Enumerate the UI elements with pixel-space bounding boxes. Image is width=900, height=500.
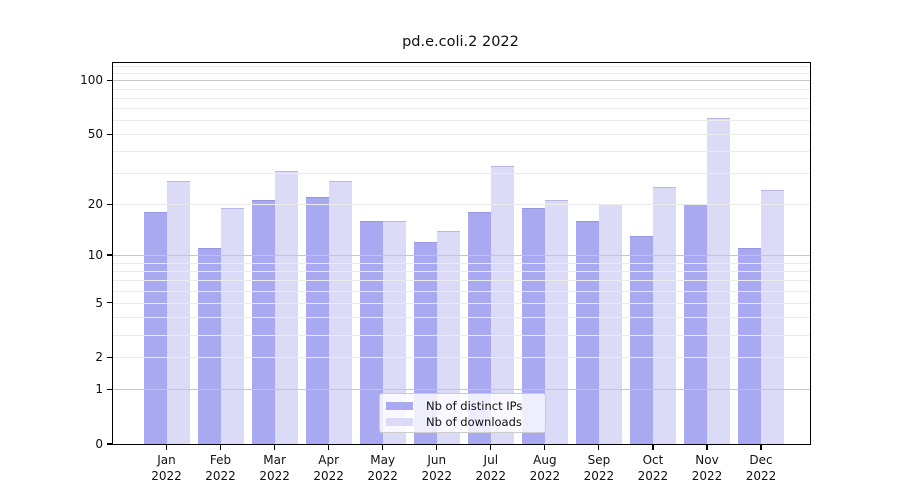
bar-downloads-feb (220, 207, 244, 444)
x-axis-label-jan: Jan 2022 (151, 453, 182, 483)
legend-item-downloads: Nb of downloads (386, 414, 539, 430)
y-axis-label-1: 1 (95, 382, 103, 397)
x-axis-tick-sep (598, 445, 600, 451)
gridline-minor-8 (113, 270, 810, 272)
y-axis-tick-10 (106, 254, 112, 256)
legend-swatch-distinct-ips (386, 402, 413, 410)
x-axis-label-nov: Nov 2022 (691, 453, 723, 483)
plot-area: 0 1 2 5 10 20 50 100 Jan 2022 Feb 2022 Mar 2022 Apr 202… (80, 62, 811, 483)
bar-downloads-may (382, 220, 406, 444)
gridline-minor-120 (113, 66, 810, 68)
x-axis-tick-jul (490, 445, 492, 451)
bar-distinct-ips-jul (467, 212, 491, 444)
bar-distinct-ips-oct (629, 236, 653, 444)
y-axis-label-10: 10 (87, 248, 103, 263)
gridline-minor-70 (113, 108, 810, 110)
legend-item-distinct-ips: Nb of distinct IPs (386, 398, 539, 414)
y-axis-tick-1 (106, 388, 112, 390)
x-axis-tick-aug (544, 445, 546, 451)
y-axis-tick-50 (106, 133, 112, 135)
gridline-major-100 (113, 80, 810, 82)
x-axis-label-sep: Sep 2022 (583, 453, 615, 483)
bar-downloads-jul (490, 166, 514, 444)
x-axis-tick-feb (219, 445, 222, 451)
gridline-minor-3 (113, 334, 810, 336)
x-axis-tick-apr (328, 445, 330, 451)
gridline-minor-5 (113, 302, 810, 304)
x-axis-tick-mar (274, 445, 276, 451)
bar-distinct-ips-feb (197, 248, 221, 444)
x-axis-label-jun: Jun 2022 (421, 453, 453, 483)
x-axis-label-may: May 2022 (367, 453, 398, 483)
gridline-minor-110 (113, 72, 810, 74)
gridline-major-10 (113, 255, 810, 257)
x-axis-tick-dec (760, 445, 762, 451)
bar-distinct-ips-apr (305, 196, 329, 444)
gridline-minor-30 (113, 173, 810, 175)
bar-downloads-mar (274, 170, 298, 444)
y-axis-tick-5 (106, 302, 112, 304)
y-axis-tick-20 (106, 203, 112, 205)
bar-downloads-apr (328, 181, 352, 444)
bar-downloads-dec (761, 190, 785, 444)
bar-distinct-ips-may (359, 220, 383, 444)
gridline-minor-4 (113, 317, 810, 319)
legend-label-downloads: Nb of downloads (426, 415, 522, 429)
x-axis-label-jul: Jul 2022 (475, 453, 507, 483)
bar-downloads-jun (436, 230, 460, 444)
y-axis-label-100: 100 (80, 73, 103, 88)
legend-swatch-downloads (386, 418, 413, 426)
bar-downloads-jan (166, 181, 190, 444)
y-axis-tick-0 (106, 443, 112, 445)
x-axis-label-apr: Apr 2022 (313, 453, 344, 483)
gridline-minor-9 (113, 262, 810, 264)
x-axis-label-dec: Dec 2022 (745, 453, 777, 483)
gridline-minor-50 (113, 134, 810, 136)
bar-distinct-ips-jan (143, 212, 167, 444)
bar-distinct-ips-dec (738, 248, 762, 444)
y-axis-tick-2 (106, 356, 112, 359)
gridline-minor-90 (113, 88, 810, 90)
x-axis-tick-jan (165, 445, 168, 451)
y-axis-label-50: 50 (87, 127, 103, 142)
gridline-major-1 (113, 389, 810, 391)
gridline-minor-40 (113, 151, 810, 153)
x-axis-label-feb: Feb 2022 (205, 453, 236, 483)
x-axis-tick-may (382, 445, 384, 451)
gridline-minor-2 (113, 357, 810, 359)
gridline-minor-7 (113, 280, 810, 282)
bar-distinct-ips-aug (521, 207, 545, 444)
x-axis-tick-jun (436, 445, 438, 451)
bar-distinct-ips-sep (575, 220, 599, 444)
x-axis-tick-oct (652, 445, 654, 451)
x-axis-tick-nov (706, 445, 708, 451)
chart-title: pd.e.coli.2 2022 (402, 34, 519, 50)
gridline-minor-20 (113, 204, 810, 206)
gridline-minor-60 (113, 120, 810, 122)
y-axis-label-20: 20 (87, 197, 103, 212)
y-axis-label-2: 2 (95, 350, 103, 365)
y-axis-label-0: 0 (95, 437, 103, 451)
bar-downloads-aug (544, 200, 568, 444)
y-axis-tick-100 (106, 79, 112, 81)
x-axis-label-aug: Aug 2022 (529, 453, 561, 483)
bar-downloads-sep (598, 204, 622, 444)
legend-label-distinct-ips: Nb of distinct IPs (426, 399, 523, 413)
x-axis-label-mar: Mar 2022 (259, 453, 290, 483)
bar-downloads-oct (652, 187, 676, 444)
x-axis-label-oct: Oct 2022 (637, 453, 669, 483)
legend: Nb of distinct IPs Nb of downloads (379, 393, 546, 433)
y-axis-label-5: 5 (95, 295, 103, 310)
bar-distinct-ips-nov (684, 204, 707, 444)
gridline-minor-80 (113, 97, 810, 99)
bar-distinct-ips-mar (251, 200, 275, 444)
gridline-minor-6 (113, 290, 810, 292)
